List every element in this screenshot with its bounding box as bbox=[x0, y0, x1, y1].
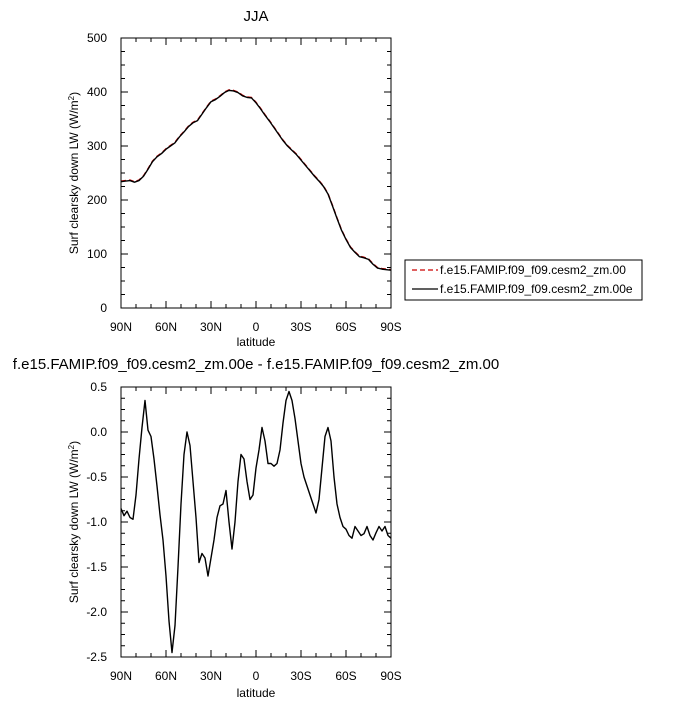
legend-box bbox=[404, 259, 643, 301]
x-tick-label: 0 bbox=[253, 320, 260, 334]
top-chart-y-ticks: 0 100 200 300 400 500 bbox=[87, 31, 391, 315]
y-tick-label: 0 bbox=[100, 301, 107, 315]
y-tick-label: -2.0 bbox=[86, 605, 107, 619]
y-tick-label: 0.5 bbox=[90, 380, 107, 394]
top-chart-xlabel: latitude bbox=[237, 335, 276, 349]
top-chart-title: JJA bbox=[243, 8, 268, 25]
x-tick-label: 30N bbox=[200, 320, 222, 334]
bottom-chart-y-ticks: -2.5 -2.0 -1.5 -1.0 -0.5 0.0 0.5 bbox=[86, 380, 391, 664]
bottom-chart-ylabel: Surf clearsky down LW (W/m2) bbox=[67, 441, 82, 603]
series-line-1 bbox=[120, 89, 392, 271]
x-tick-label: 60N bbox=[155, 320, 177, 334]
y-tick-label: 200 bbox=[87, 193, 107, 207]
top-chart-legend: f.e15.FAMIP.f09_f09.cesm2_zm.00 f.e15.FA… bbox=[404, 259, 643, 301]
y-tick-label: -2.5 bbox=[86, 650, 107, 664]
x-tick-label: 90S bbox=[380, 669, 401, 683]
top-chart-plot-area bbox=[120, 37, 392, 309]
x-tick-label: 60S bbox=[335, 669, 356, 683]
x-tick-label: 60N bbox=[155, 669, 177, 683]
y-tick-label: 0.0 bbox=[90, 425, 107, 439]
x-tick-label: 90N bbox=[110, 320, 132, 334]
y-tick-label: 500 bbox=[87, 31, 107, 45]
y-tick-label: -0.5 bbox=[86, 470, 107, 484]
y-tick-label: 100 bbox=[87, 247, 107, 261]
bottom-chart-title: f.e15.FAMIP.f09_f09.cesm2_zm.00e - f.e15… bbox=[13, 356, 499, 373]
y-tick-label: 400 bbox=[87, 85, 107, 99]
x-tick-label: 90N bbox=[110, 669, 132, 683]
bottom-chart-x-ticks: 90N 60N 30N 0 30S 60S 90S bbox=[110, 387, 402, 683]
top-chart-ylabel: Surf clearsky down LW (W/m2) bbox=[67, 92, 82, 254]
x-tick-label: 60S bbox=[335, 320, 356, 334]
bottom-chart-xlabel: latitude bbox=[237, 686, 276, 700]
x-tick-label: 90S bbox=[380, 320, 401, 334]
top-chart-series-group bbox=[120, 89, 392, 271]
bottom-chart-series-group bbox=[120, 390, 392, 654]
y-tick-label: 300 bbox=[87, 139, 107, 153]
series-line-1 bbox=[120, 390, 392, 654]
x-tick-label: 30S bbox=[290, 320, 311, 334]
bottom-chart: f.e15.FAMIP.f09_f09.cesm2_zm.00e - f.e15… bbox=[13, 356, 499, 700]
top-chart: JJA 0 100 200 300 400 500 90N 60N 30N 0 30S 60S 90S… bbox=[67, 8, 643, 349]
legend-entry-series-2: f.e15.FAMIP.f09_f09.cesm2_zm.00e bbox=[440, 282, 633, 296]
y-tick-label: -1.0 bbox=[86, 515, 107, 529]
x-tick-label: 30S bbox=[290, 669, 311, 683]
series-line-2 bbox=[120, 89, 392, 271]
legend-entry-series-1: f.e15.FAMIP.f09_f09.cesm2_zm.00 bbox=[440, 263, 626, 277]
x-tick-label: 30N bbox=[200, 669, 222, 683]
top-chart-x-ticks: 90N 60N 30N 0 30S 60S 90S bbox=[110, 38, 402, 334]
y-tick-label: -1.5 bbox=[86, 560, 107, 574]
x-tick-label: 0 bbox=[253, 669, 260, 683]
